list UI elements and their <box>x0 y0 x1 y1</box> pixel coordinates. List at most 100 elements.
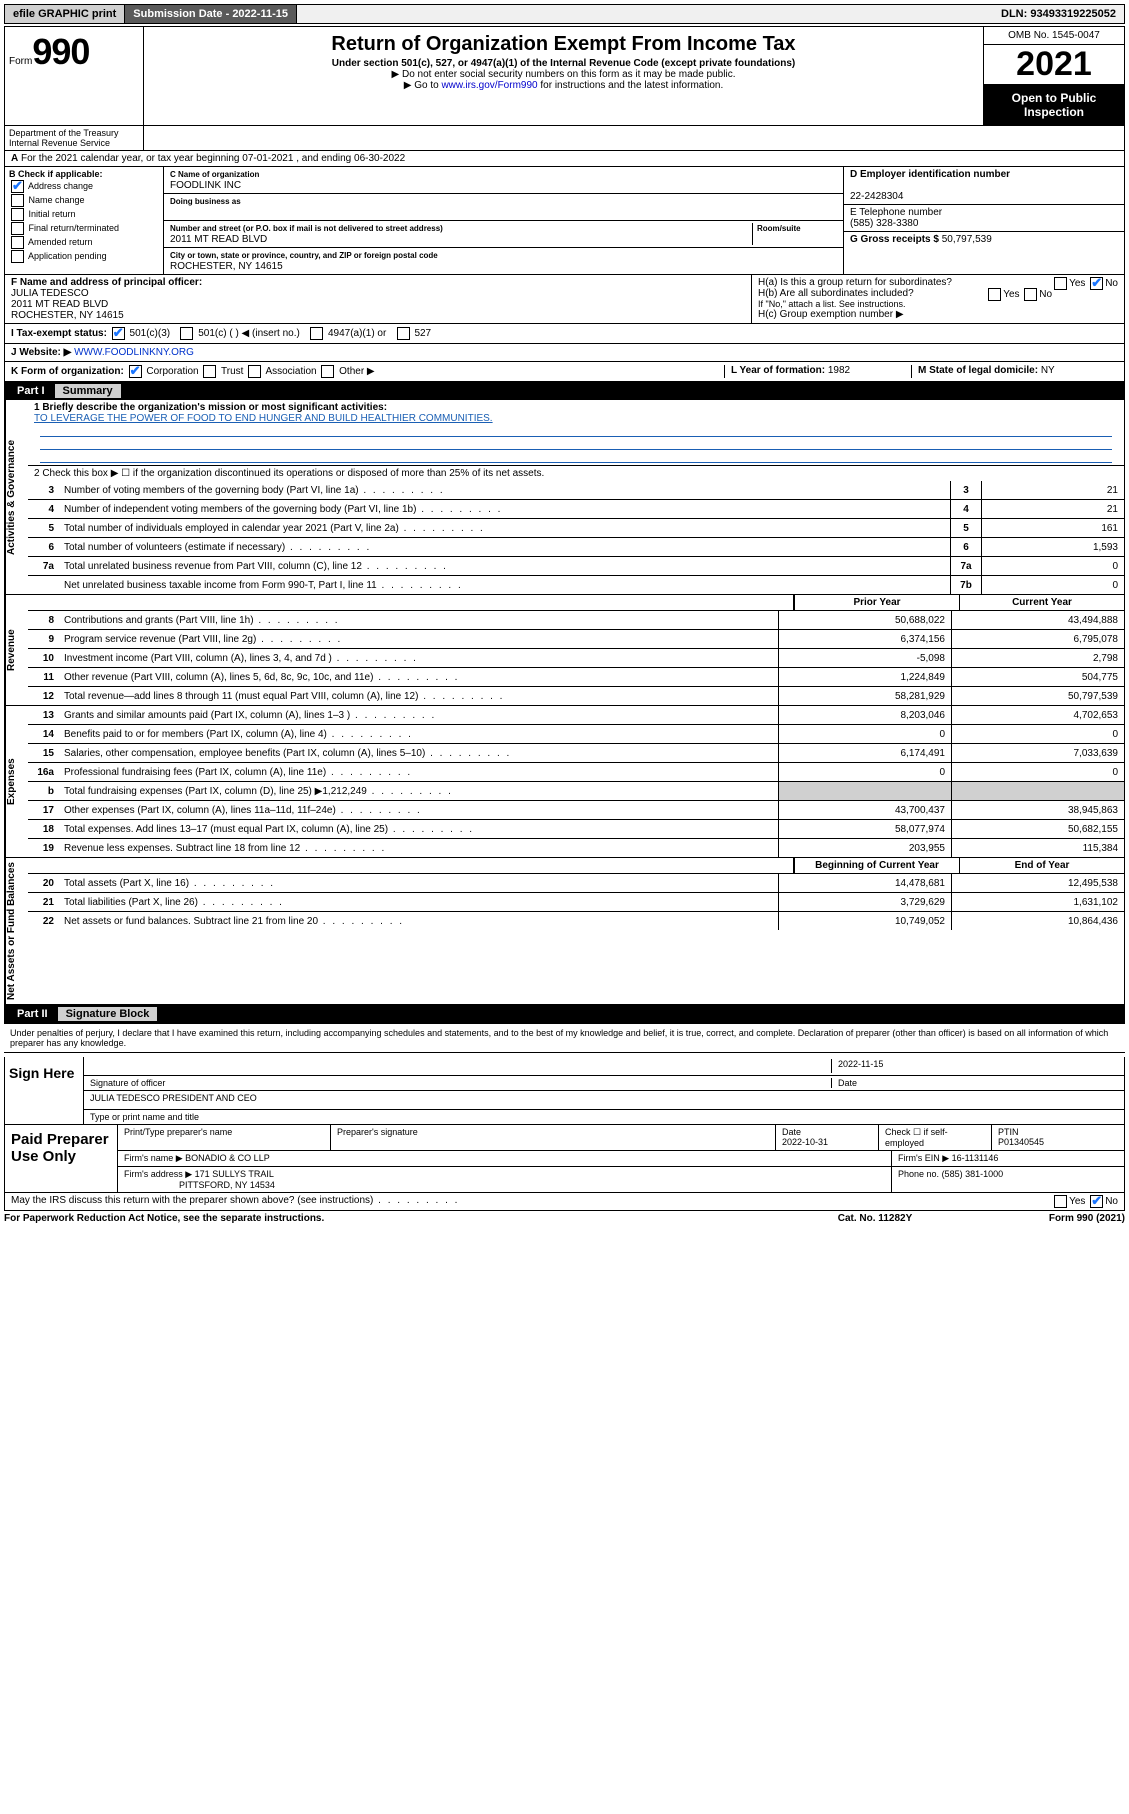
ha-no[interactable] <box>1090 277 1103 290</box>
efile-button[interactable]: efile GRAPHIC print <box>5 5 125 23</box>
section-i: I Tax-exempt status: 501(c)(3) 501(c) ( … <box>5 324 1124 344</box>
mission-text: TO LEVERAGE THE POWER OF FOOD TO END HUN… <box>34 413 493 424</box>
firm-addr1: 171 SULLYS TRAIL <box>195 1169 274 1179</box>
firm-name: BONADIO & CO LLP <box>185 1153 270 1163</box>
mission-row: 1 Briefly describe the organization's mi… <box>28 400 1124 466</box>
form-word: Form <box>9 56 32 67</box>
tab-expenses: Expenses <box>5 706 28 857</box>
checkbox-application-pending[interactable] <box>11 250 24 263</box>
tax-status-527[interactable] <box>397 327 410 340</box>
org-name: FOODLINK INC <box>170 180 241 191</box>
discuss-no[interactable] <box>1090 1195 1103 1208</box>
checkbox-final-return[interactable] <box>11 222 24 235</box>
table-row: 16aProfessional fundraising fees (Part I… <box>28 763 1124 782</box>
prep-date: 2022-10-31 <box>782 1137 828 1147</box>
irs-link[interactable]: www.irs.gov/Form990 <box>441 80 537 91</box>
date-label: Date <box>831 1078 1118 1088</box>
tax-status-501c3[interactable] <box>112 327 125 340</box>
table-row: 18Total expenses. Add lines 13–17 (must … <box>28 820 1124 839</box>
inspection-label: Open to Public Inspection <box>984 85 1124 125</box>
col-current: Current Year <box>959 595 1124 610</box>
table-row: Net unrelated business taxable income fr… <box>28 576 1124 594</box>
col-prior: Prior Year <box>794 595 959 610</box>
ha-yes[interactable] <box>1054 277 1067 290</box>
form-title: Return of Organization Exempt From Incom… <box>152 33 975 56</box>
penalty-text: Under penalties of perjury, I declare th… <box>4 1024 1125 1053</box>
org-trust[interactable] <box>203 365 216 378</box>
hb-yes[interactable] <box>988 288 1001 301</box>
org-other[interactable] <box>321 365 334 378</box>
table-row: 6Total number of volunteers (estimate if… <box>28 538 1124 557</box>
table-row: 11Other revenue (Part VIII, column (A), … <box>28 668 1124 687</box>
table-row: bTotal fundraising expenses (Part IX, co… <box>28 782 1124 801</box>
table-row: 8Contributions and grants (Part VIII, li… <box>28 611 1124 630</box>
tab-activities: Activities & Governance <box>5 400 28 594</box>
form-subtitle-1: Under section 501(c), 527, or 4947(a)(1)… <box>152 58 975 69</box>
officer-name-sig: JULIA TEDESCO PRESIDENT AND CEO <box>90 1093 1118 1107</box>
col-end: End of Year <box>959 858 1124 873</box>
table-row: 17Other expenses (Part IX, column (A), l… <box>28 801 1124 820</box>
section-h: H(a) Is this a group return for subordin… <box>752 275 1124 323</box>
org-street: 2011 MT READ BLVD <box>170 234 267 245</box>
form-number-box: Form990 <box>5 27 144 125</box>
telephone-value: (585) 328-3380 <box>850 218 918 229</box>
table-row: 12Total revenue—add lines 8 through 11 (… <box>28 687 1124 705</box>
table-row: 9Program service revenue (Part VIII, lin… <box>28 630 1124 649</box>
checkbox-initial-return[interactable] <box>11 208 24 221</box>
top-toolbar: efile GRAPHIC print Submission Date - 20… <box>4 4 1125 24</box>
section-f: F Name and address of principal officer:… <box>5 275 752 323</box>
tax-year: 2021 <box>984 45 1124 85</box>
gross-receipts: 50,797,539 <box>942 234 992 245</box>
tax-status-4947[interactable] <box>310 327 323 340</box>
table-row: 7aTotal unrelated business revenue from … <box>28 557 1124 576</box>
checkbox-name-change[interactable] <box>11 194 24 207</box>
line-2: 2 Check this box ▶ ☐ if the organization… <box>28 466 1124 481</box>
checkbox-amended[interactable] <box>11 236 24 249</box>
table-row: 20Total assets (Part X, line 16)14,478,6… <box>28 874 1124 893</box>
tab-net-assets: Net Assets or Fund Balances <box>5 858 28 1004</box>
ein-value: 22-2428304 <box>850 191 903 202</box>
form-number: 990 <box>32 31 89 72</box>
omb-number: OMB No. 1545-0047 <box>984 27 1124 45</box>
firm-ein: 16-1131146 <box>952 1153 999 1163</box>
section-l: L Year of formation: 1982 <box>724 365 911 378</box>
checkbox-address-change[interactable] <box>11 180 24 193</box>
table-row: 14Benefits paid to or for members (Part … <box>28 725 1124 744</box>
org-corp[interactable] <box>129 365 142 378</box>
section-c: C Name of organization FOODLINK INC Doin… <box>164 167 844 274</box>
discuss-row: May the IRS discuss this return with the… <box>5 1192 1124 1210</box>
section-j: J Website: ▶ WWW.FOODLINKNY.ORG <box>5 344 1124 362</box>
page-footer: For Paperwork Reduction Act Notice, see … <box>4 1211 1125 1226</box>
section-m: M State of legal domicile: NY <box>911 365 1118 378</box>
officer-name: JULIA TEDESCO <box>11 288 89 299</box>
form-title-box: Return of Organization Exempt From Incom… <box>144 27 984 125</box>
part2-header: Part II Signature Block <box>5 1005 1124 1023</box>
org-city: ROCHESTER, NY 14615 <box>170 261 283 272</box>
tax-status-501c[interactable] <box>180 327 193 340</box>
table-row: 3Number of voting members of the governi… <box>28 481 1124 500</box>
form-subtitle-3: ▶ Go to www.irs.gov/Form990 for instruct… <box>152 80 975 91</box>
tab-revenue: Revenue <box>5 595 28 705</box>
website-link[interactable]: WWW.FOODLINKNY.ORG <box>74 347 194 358</box>
ptin-value: P01340545 <box>998 1137 1044 1147</box>
table-row: 13Grants and similar amounts paid (Part … <box>28 706 1124 725</box>
paid-preparer-label: Paid Preparer Use Only <box>5 1125 118 1192</box>
year-box: OMB No. 1545-0047 2021 Open to Public In… <box>984 27 1124 125</box>
dln-label: DLN: 93493319225052 <box>993 5 1124 23</box>
officer-addr2: ROCHESTER, NY 14615 <box>11 310 124 321</box>
form-subtitle-2: ▶ Do not enter social security numbers o… <box>152 69 975 80</box>
table-row: 15Salaries, other compensation, employee… <box>28 744 1124 763</box>
submission-date-label: Submission Date - 2022-11-15 <box>125 5 297 23</box>
table-row: 4Number of independent voting members of… <box>28 500 1124 519</box>
discuss-yes[interactable] <box>1054 1195 1067 1208</box>
part1-header: Part I Summary <box>5 382 1124 400</box>
hb-no[interactable] <box>1024 288 1037 301</box>
table-row: 5Total number of individuals employed in… <box>28 519 1124 538</box>
section-b: B Check if applicable: Address change Na… <box>5 167 164 274</box>
org-assoc[interactable] <box>248 365 261 378</box>
firm-phone: (585) 381-1000 <box>942 1169 1004 1179</box>
table-row: 19Revenue less expenses. Subtract line 1… <box>28 839 1124 857</box>
section-de: D Employer identification number 22-2428… <box>844 167 1124 274</box>
section-k: K Form of organization: Corporation Trus… <box>11 365 724 378</box>
table-row: 22Net assets or fund balances. Subtract … <box>28 912 1124 930</box>
